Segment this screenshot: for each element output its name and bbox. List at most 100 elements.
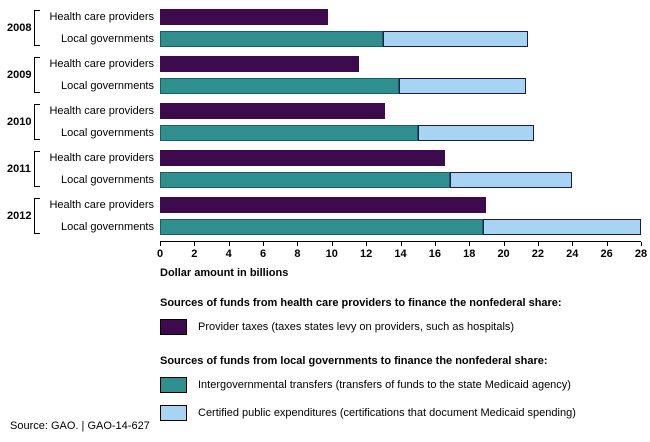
bar-area — [160, 100, 641, 122]
x-tick-mark — [228, 242, 230, 246]
x-tick-label: 8 — [294, 248, 301, 260]
year-group: 2011 Health care providers Local governmen… — [0, 147, 650, 191]
year-label: 2012 — [7, 210, 32, 222]
year-rows: Health care providers Local governments — [42, 6, 641, 50]
x-axis: 0 2 4 6 8 10 12 14 16 18 20 22 24 26 28 — [156, 241, 647, 263]
chart-row: Local governments — [42, 122, 641, 144]
provider-taxes-swatch — [160, 319, 187, 335]
year-label: 2011 — [7, 163, 31, 175]
bar-segment-igt — [160, 78, 399, 94]
bar-area — [160, 194, 641, 216]
legend: Sources of funds from health care provid… — [160, 297, 650, 421]
x-tick-mark — [400, 242, 402, 246]
year-rows: Health care providers Local governments — [42, 100, 641, 144]
chart-row: Local governments — [42, 216, 641, 238]
bar-area — [160, 216, 641, 238]
chart-row: Health care providers — [42, 147, 641, 169]
legend-item-certified-public-expenditures: Certified public expenditures (certifica… — [160, 405, 650, 421]
chart-row: Local governments — [42, 28, 641, 50]
x-tick-mark — [503, 242, 505, 246]
x-tick-label: 0 — [156, 248, 164, 260]
provider-taxes-label: Provider taxes (taxes states levy on pro… — [198, 321, 515, 333]
certified-public-expenditures-swatch — [160, 405, 187, 421]
certified-public-expenditures-label: Certified public expenditures (certifica… — [198, 407, 576, 419]
category-label: Local governments — [61, 33, 154, 45]
year-rows: Health care providers Local governments — [42, 53, 641, 97]
bar-area — [160, 53, 641, 75]
bar-segment-igt — [160, 125, 418, 141]
legend-item-intergovernmental-transfers: Intergovernmental transfers (transfers o… — [160, 377, 650, 393]
bar-segment-provider_taxes — [160, 56, 360, 72]
chart-row: Local governments — [42, 75, 641, 97]
intergovernmental-transfers-label: Intergovernmental transfers (transfers o… — [198, 379, 571, 391]
chart-groups: 2008 Health care providers Local governmen… — [0, 6, 650, 238]
legend-header-local-governments: Sources of funds from local governments … — [160, 355, 548, 367]
x-tick-label: 6 — [260, 248, 267, 260]
x-tick-label: 28 — [634, 248, 648, 260]
x-tick-mark — [641, 242, 642, 246]
year-label: 2010 — [7, 116, 32, 128]
category-label: Health care providers — [49, 199, 154, 211]
bar-segment-cpe — [383, 31, 528, 47]
x-tick-label: 26 — [600, 248, 613, 260]
x-tick-mark — [160, 242, 161, 246]
bar-segment-provider_taxes — [160, 150, 446, 166]
x-tick-mark — [537, 242, 539, 246]
year-bracket — [34, 10, 40, 46]
x-tick-label: 2 — [191, 248, 198, 260]
year-group: 2008 Health care providers Local governmen… — [0, 6, 650, 50]
category-label: Health care providers — [49, 152, 154, 164]
x-tick-mark — [194, 242, 196, 246]
x-tick-label: 18 — [463, 248, 476, 260]
bar-segment-cpe — [482, 219, 641, 235]
category-label: Health care providers — [49, 105, 154, 117]
x-tick-mark — [434, 242, 436, 246]
bar-segment-provider_taxes — [160, 197, 487, 213]
bar-segment-cpe — [450, 172, 573, 188]
year-rows: Health care providers Local governments — [42, 194, 641, 238]
bar-segment-igt — [160, 31, 384, 47]
bar-segment-cpe — [398, 78, 526, 94]
x-tick-label: 24 — [566, 248, 579, 260]
category-label: Local governments — [61, 80, 154, 92]
x-tick-mark — [297, 242, 299, 246]
x-axis-title: Dollar amount in billions — [160, 267, 289, 279]
year-rows: Health care providers Local governments — [42, 147, 641, 191]
legend-item-provider-taxes: Provider taxes (taxes states levy on pro… — [160, 319, 650, 335]
legend-header-providers: Sources of funds from health care provid… — [160, 297, 562, 309]
year-label: 2009 — [7, 69, 32, 81]
year-bracket — [34, 151, 40, 187]
category-label: Health care providers — [49, 58, 154, 70]
source-note: Source: GAO. | GAO-14-627 — [10, 420, 150, 432]
chart-row: Health care providers — [42, 53, 641, 75]
bar-area — [160, 147, 641, 169]
bar-area — [160, 169, 641, 191]
bar-segment-provider_taxes — [160, 103, 386, 119]
category-label: Local governments — [61, 174, 154, 186]
chart-row: Health care providers — [42, 100, 641, 122]
bar-area — [160, 6, 641, 28]
x-tick-mark — [366, 242, 368, 246]
year-bracket — [34, 57, 40, 93]
bar-area — [160, 122, 641, 144]
bar-segment-provider_taxes — [160, 9, 329, 25]
x-tick-mark — [331, 242, 333, 246]
x-tick-label: 4 — [225, 248, 232, 260]
bar-segment-igt — [160, 172, 451, 188]
chart-row: Health care providers — [42, 6, 641, 28]
bar-chart: 2008 Health care providers Local governmen… — [0, 6, 650, 279]
x-tick-mark — [572, 242, 574, 246]
category-label: Local governments — [61, 127, 154, 139]
x-tick-label: 12 — [360, 248, 373, 260]
x-tick-mark — [263, 242, 265, 246]
category-label: Local governments — [61, 221, 154, 233]
bar-segment-cpe — [417, 125, 535, 141]
year-bracket — [34, 198, 40, 234]
x-tick-mark — [606, 242, 608, 246]
x-tick-mark — [469, 242, 471, 246]
x-tick-label: 10 — [325, 248, 338, 260]
bar-segment-igt — [160, 219, 483, 235]
bar-area — [160, 75, 641, 97]
intergovernmental-transfers-swatch — [160, 377, 187, 393]
